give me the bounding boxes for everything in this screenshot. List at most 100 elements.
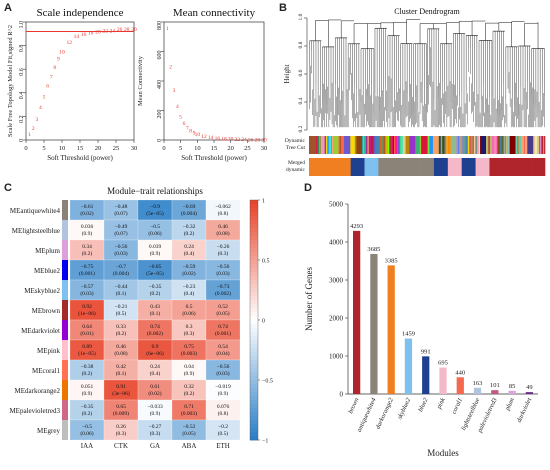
colorbar-segment: [250, 216, 258, 221]
mean-connectivity-ytick-label: 0: [157, 139, 163, 142]
mean-connectivity-point-label: 5: [179, 114, 182, 120]
dynamic-tree-cut-segment: [515, 136, 522, 154]
merged-dynamic-segment: [447, 158, 463, 176]
bar-ytick-label: 2000: [329, 315, 344, 323]
heatmap-cell-pvalue: (0.2): [82, 250, 93, 257]
heatmap-cell-pvalue: (0.06): [148, 230, 161, 237]
scale-independence-xtick-label: 10: [59, 145, 66, 152]
heatmap-cell-pvalue: (0.9): [184, 370, 195, 377]
colorbar-segment: [250, 236, 258, 241]
heatmap-cell: [103, 239, 139, 261]
dynamic-tree-cut-segment: [315, 136, 318, 154]
heatmap-cell: [137, 419, 173, 441]
heatmap-cell-value: 0.04: [184, 364, 194, 370]
merged-dynamic-segment: [475, 158, 490, 176]
heatmap-cell-value: −0.48: [115, 204, 128, 210]
heatmap-row-label: MEantiquewhite4: [10, 207, 61, 215]
dynamic-tree-cut-segment: [367, 136, 369, 154]
scale-independence-frame: [25, 21, 135, 141]
module-color-swatch: [62, 260, 68, 280]
heatmap-cell-pvalue: (0.003): [181, 410, 197, 417]
dynamic-tree-cut-segment: [432, 136, 440, 154]
heatmap-cell-value: 0.74: [218, 324, 228, 330]
dynamic-tree-cut-segment: [507, 136, 509, 154]
heatmap-column-label: ABA: [182, 442, 197, 450]
heatmap-cell-value: 0.26: [116, 424, 126, 430]
heatmap-cell: [205, 219, 241, 241]
heatmap-cell: [69, 259, 105, 281]
heatmap-cell: [205, 199, 241, 221]
dynamic-tree-cut-segment: [419, 136, 421, 154]
dynamic-tree-cut-segment: [409, 136, 416, 154]
bar-category-label: plum: [504, 397, 516, 413]
heatmap-cell: [205, 359, 241, 381]
module-color-swatch: [62, 320, 68, 340]
dynamic-tree-cut-segment: [509, 136, 516, 154]
heatmap-cell: [205, 299, 241, 321]
scale-independence-ytick-label: 1.0: [19, 21, 25, 29]
mean-connectivity-xtick-label: 20: [227, 145, 234, 152]
bar-value-label: 440: [455, 369, 465, 376]
heatmap-cell-pvalue: (0.2): [184, 230, 195, 237]
dynamic-tree-cut-segment: [362, 136, 369, 154]
module-color-swatch: [62, 400, 68, 420]
bar-ytick-label: 1000: [329, 353, 344, 361]
colorbar-segment: [250, 356, 258, 361]
dynamic-tree-cut-segment: [394, 136, 396, 154]
heatmap-cell: [205, 239, 241, 261]
scale-independence-point-label: 10: [59, 50, 65, 56]
scale-independence-point-label: 2: [32, 126, 35, 132]
heatmap-column-label: CTK: [114, 442, 128, 450]
heatmap-cell-pvalue: (0.5): [218, 430, 229, 437]
heatmap-cell-pvalue: (0.08): [216, 230, 229, 237]
module-color-swatch: [62, 220, 68, 240]
panel-label-a: A: [4, 2, 12, 14]
heatmap-cell: [103, 259, 139, 281]
merged-dynamic-segment: [336, 158, 351, 176]
panel-label-c: C: [4, 182, 12, 194]
bar-category-label: darkviolet: [516, 397, 534, 424]
bar-category-label: darkorange2: [374, 396, 395, 430]
heatmap-cell-pvalue: (0.9): [150, 410, 161, 417]
dendrogram-title: Cluster Dendrogram: [394, 7, 460, 16]
colorbar-tick-label: −0.5: [262, 379, 273, 385]
module-color-swatch: [62, 240, 68, 260]
heatmap-cell-value: 0.33: [116, 324, 126, 330]
bar-category-label: skyblue2: [396, 396, 412, 420]
heatmap-cell-value: −0.033: [147, 404, 163, 410]
dynamic-tree-cut-segment: [497, 136, 499, 154]
colorbar-segment: [250, 324, 258, 329]
mean-connectivity-point-label: 3: [173, 88, 176, 94]
dynamic-tree-cut-segment: [402, 136, 404, 154]
scale-independence-ytick-label: 0.6: [19, 68, 25, 76]
mean-connectivity-point-label: 14: [208, 135, 214, 141]
dynamic-tree-cut-segment: [339, 136, 341, 154]
colorbar-segment: [250, 436, 258, 441]
dynamic-tree-cut-segment: [392, 136, 394, 154]
dendrogram-ytick-label: 0.2: [298, 125, 304, 132]
dendrogram-ytick-label: 0.8: [298, 41, 304, 48]
dynamic-tree-cut-segment: [468, 136, 470, 154]
scale-independence-point-label: 28: [124, 27, 130, 33]
heatmap-cell: [137, 379, 173, 401]
merged-dynamic-label: Merged: [288, 160, 305, 166]
dynamic-tree-cut-segment: [371, 136, 373, 154]
heatmap-cell: [171, 339, 207, 361]
colorbar-segment: [250, 376, 258, 381]
dynamic-tree-cut-segment: [356, 136, 363, 154]
bar-ytick-label: 3000: [329, 277, 344, 285]
mean-connectivity-point-label: 6: [183, 121, 186, 127]
heatmap-cell: [103, 199, 139, 221]
dynamic-tree-cut-segment: [366, 136, 368, 154]
heatmap-cell-pvalue: (0.3): [184, 330, 195, 337]
dynamic-tree-cut-segment: [325, 136, 327, 154]
heatmap-cell-pvalue: (0.9): [82, 230, 93, 237]
dynamic-tree-cut-segment: [471, 136, 473, 154]
heatmap-cell-value: 0.42: [116, 364, 126, 370]
dynamic-tree-cut-segment: [326, 136, 333, 154]
colorbar-segment: [250, 380, 258, 385]
colorbar-segment: [250, 424, 258, 429]
dynamic-tree-cut-segment: [500, 136, 502, 154]
heatmap-cell-value: −0.59: [183, 264, 196, 270]
